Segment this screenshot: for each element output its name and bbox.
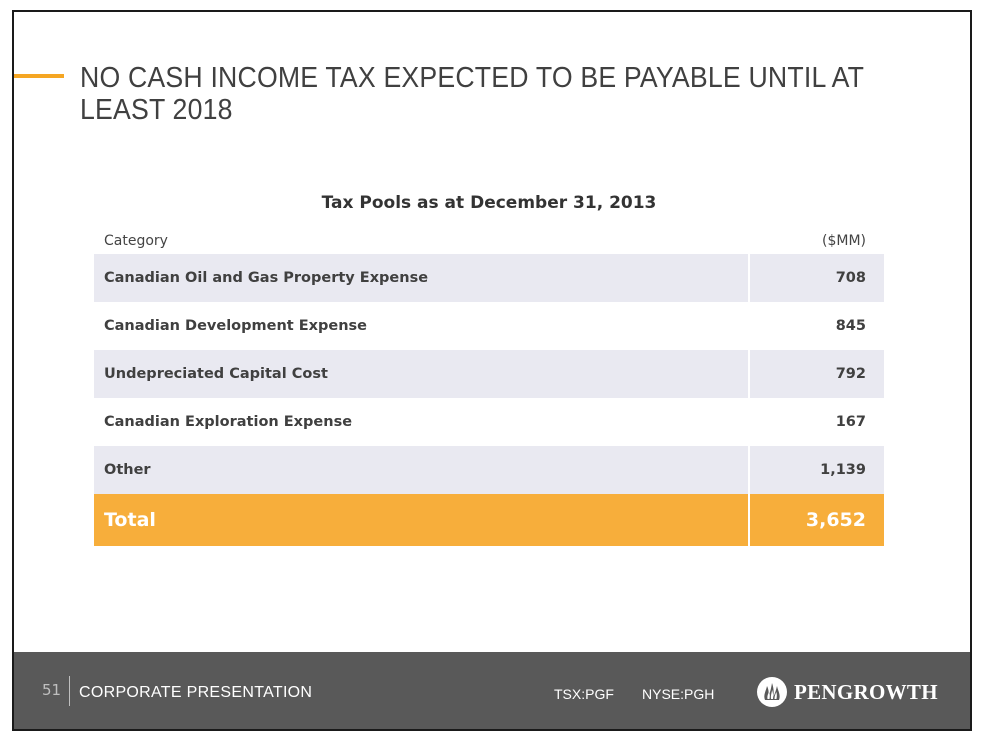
row-amount: 792	[748, 350, 884, 398]
row-category: Canadian Oil and Gas Property Expense	[94, 254, 749, 302]
page-number: 51	[42, 681, 62, 699]
amount-column-header: ($MM)	[822, 233, 866, 249]
total-row: Total 3,652	[94, 494, 884, 546]
table-header-row: Category ($MM)	[94, 228, 884, 254]
ticker-tsx: TSX:PGF	[554, 686, 614, 702]
row-category: Canadian Exploration Expense	[94, 398, 749, 446]
footer-divider	[69, 676, 70, 706]
slide-title: NO CASH INCOME TAX EXPECTED TO BE PAYABL…	[80, 62, 864, 126]
table-row: Undepreciated Capital Cost 792	[94, 350, 884, 398]
category-column-header: Category	[104, 233, 168, 249]
row-amount: 708	[748, 254, 884, 302]
row-amount: 845	[748, 302, 884, 350]
row-category: Canadian Development Expense	[94, 302, 749, 350]
tax-pools-table: Category ($MM) Canadian Oil and Gas Prop…	[94, 228, 884, 546]
total-amount: 3,652	[748, 494, 884, 546]
footer-bar: 51 CORPORATE PRESENTATION TSX:PGF NYSE:P…	[14, 652, 970, 729]
slide: NO CASH INCOME TAX EXPECTED TO BE PAYABL…	[12, 10, 972, 731]
table-row: Canadian Oil and Gas Property Expense 70…	[94, 254, 884, 302]
row-amount: 1,139	[748, 446, 884, 494]
table-row: Canadian Exploration Expense 167	[94, 398, 884, 446]
row-category: Undepreciated Capital Cost	[94, 350, 749, 398]
table-row: Other 1,139	[94, 446, 884, 494]
pengrowth-logo: PENGROWTH	[756, 677, 938, 707]
table-row: Canadian Development Expense 845	[94, 302, 884, 350]
presentation-label: CORPORATE PRESENTATION	[79, 684, 313, 701]
row-amount: 167	[748, 398, 884, 446]
ticker-nyse: NYSE:PGH	[642, 686, 715, 702]
flame-icon	[757, 677, 787, 707]
total-label: Total	[94, 494, 749, 546]
logo-wordmark: PENGROWTH	[794, 679, 938, 704]
table-caption: Tax Pools as at December 31, 2013	[321, 193, 657, 213]
row-category: Other	[94, 446, 749, 494]
title-accent-bar	[14, 74, 64, 78]
